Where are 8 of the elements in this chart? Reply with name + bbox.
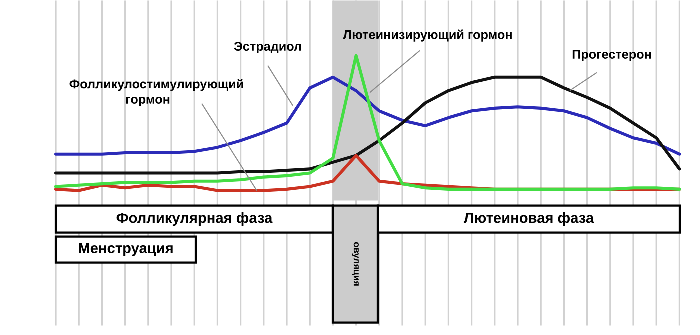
text: овуляция xyxy=(352,242,359,286)
text: Лютеиновая фаза xyxy=(464,212,594,226)
text: Менструация xyxy=(79,243,173,256)
text: Эстрадиол xyxy=(234,42,302,54)
text: Фолликулярная фаза xyxy=(116,212,273,226)
series-label: Лютеинизирующий гормон xyxy=(343,30,512,42)
text: Прогестерон xyxy=(572,50,652,62)
text: Фолликулостимулирующий гормон xyxy=(70,79,244,106)
